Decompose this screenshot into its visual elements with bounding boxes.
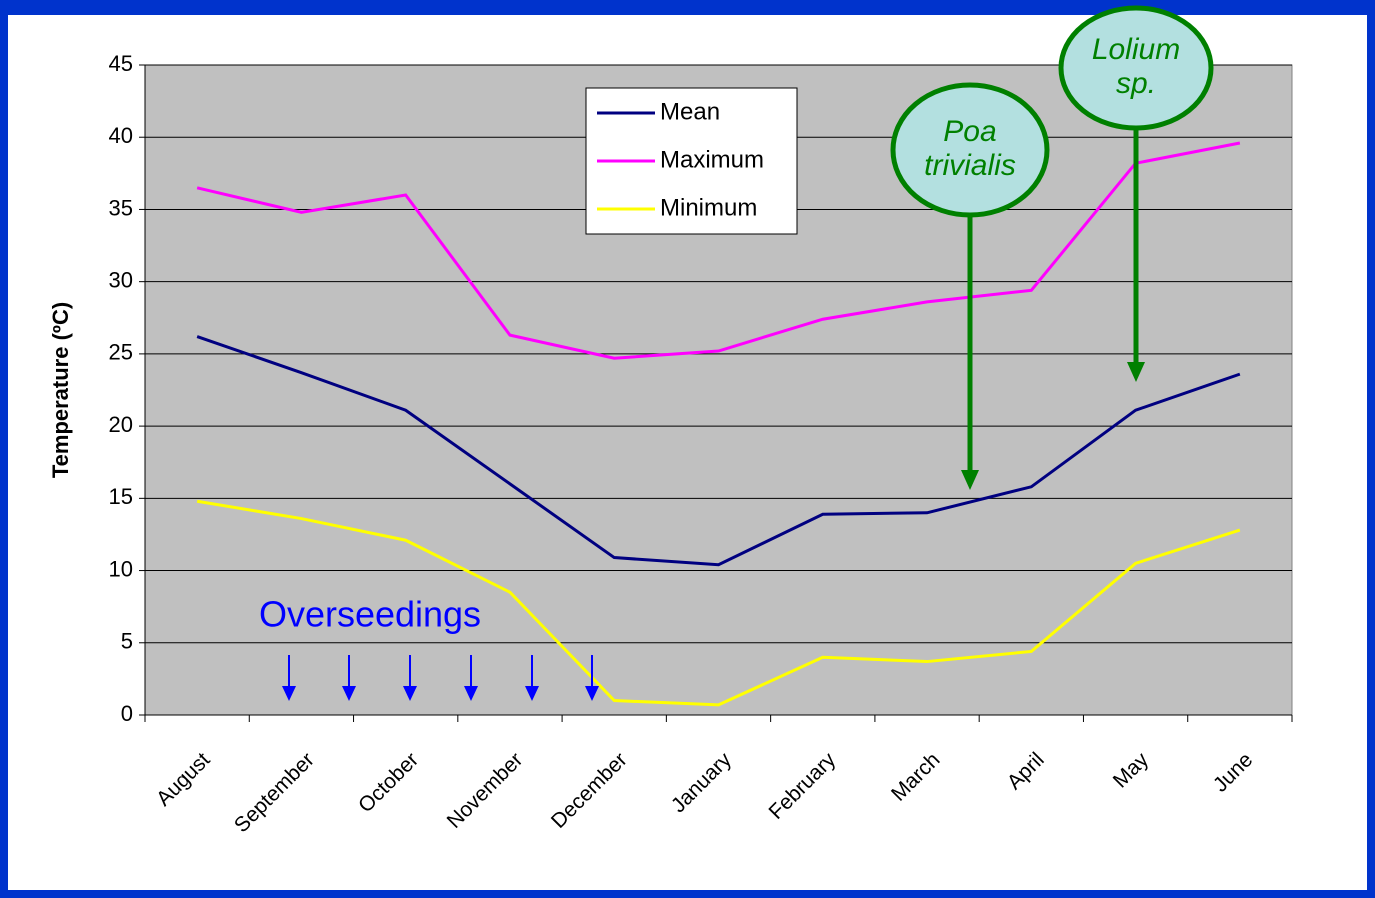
- y-tick-label: 45: [109, 51, 133, 76]
- arrow-head: [525, 686, 539, 701]
- x-tick-label: May: [1109, 748, 1154, 793]
- annotation: Overseedings: [259, 594, 481, 635]
- series-line: [196, 141, 1241, 360]
- series-line: [196, 499, 1241, 707]
- y-tick-label: 30: [109, 267, 133, 292]
- x-tick-label: August: [152, 748, 215, 811]
- arrow-head: [464, 686, 478, 701]
- x-tick-label: April: [1003, 748, 1049, 794]
- y-tick-label: 40: [109, 123, 133, 148]
- arrow-head: [961, 470, 979, 490]
- y-tick-label: 10: [109, 556, 133, 581]
- x-tick-label: September: [230, 748, 319, 837]
- legend-label: Mean: [660, 98, 720, 125]
- x-tick-label: December: [547, 748, 632, 833]
- x-tick-label: June: [1209, 748, 1257, 796]
- x-tick-label: November: [443, 748, 528, 833]
- annotation-bubble: [1058, 5, 1214, 131]
- y-tick-label: 20: [109, 412, 133, 437]
- y-axis-label: Temperature (ºC): [48, 302, 73, 478]
- y-tick-label: 5: [121, 629, 133, 654]
- annotation: Poa: [943, 115, 996, 148]
- legend-label: Minimum: [660, 194, 757, 221]
- arrow-head: [403, 686, 417, 701]
- legend-label: Maximum: [660, 146, 764, 173]
- x-tick-label: March: [887, 748, 945, 806]
- annotation: Lolium: [1092, 33, 1180, 66]
- series-line: [196, 335, 1241, 567]
- arrow-head: [282, 686, 296, 701]
- annotation: sp.: [1116, 67, 1156, 100]
- x-tick-label: January: [667, 748, 736, 817]
- arrow-head: [585, 686, 599, 701]
- y-tick-label: 35: [109, 195, 133, 220]
- arrow-head: [342, 686, 356, 701]
- annotation-bubble: [890, 82, 1050, 218]
- arrow-head: [1127, 362, 1145, 382]
- x-tick-label: February: [765, 748, 841, 824]
- annotation: trivialis: [924, 149, 1016, 182]
- x-tick-label: October: [354, 748, 423, 817]
- y-tick-label: 15: [109, 484, 133, 509]
- y-tick-label: 25: [109, 340, 133, 365]
- y-tick-label: 0: [121, 701, 133, 726]
